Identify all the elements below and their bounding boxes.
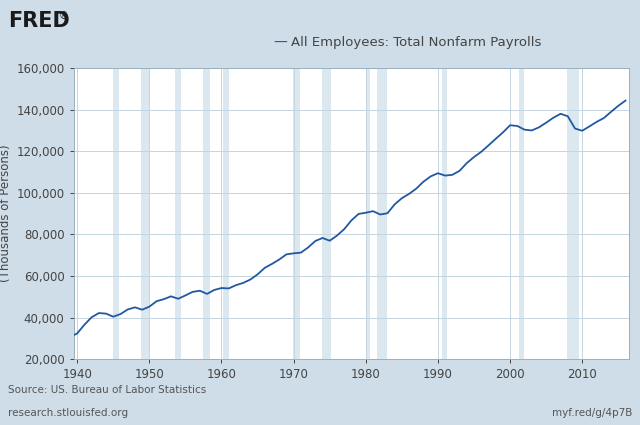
Bar: [366, 68, 370, 359]
Text: research.stlouisfed.org: research.stlouisfed.org: [8, 408, 128, 418]
Bar: [293, 68, 300, 359]
Bar: [519, 68, 524, 359]
Text: Source: US. Bureau of Labor Statistics: Source: US. Bureau of Labor Statistics: [8, 385, 206, 395]
Bar: [567, 68, 579, 359]
Bar: [442, 68, 447, 359]
Bar: [113, 68, 119, 359]
Bar: [378, 68, 387, 359]
Bar: [175, 68, 181, 359]
Bar: [204, 68, 210, 359]
Y-axis label: (Thousands of Persons): (Thousands of Persons): [0, 145, 12, 282]
Text: —: —: [274, 36, 287, 49]
Bar: [322, 68, 331, 359]
Bar: [141, 68, 148, 359]
Bar: [223, 68, 229, 359]
Text: FRED: FRED: [8, 11, 69, 31]
Text: All Employees: Total Nonfarm Payrolls: All Employees: Total Nonfarm Payrolls: [291, 36, 541, 49]
Text: myf.red/g/4p7B: myf.red/g/4p7B: [552, 408, 632, 418]
Text: ®: ®: [59, 11, 68, 21]
